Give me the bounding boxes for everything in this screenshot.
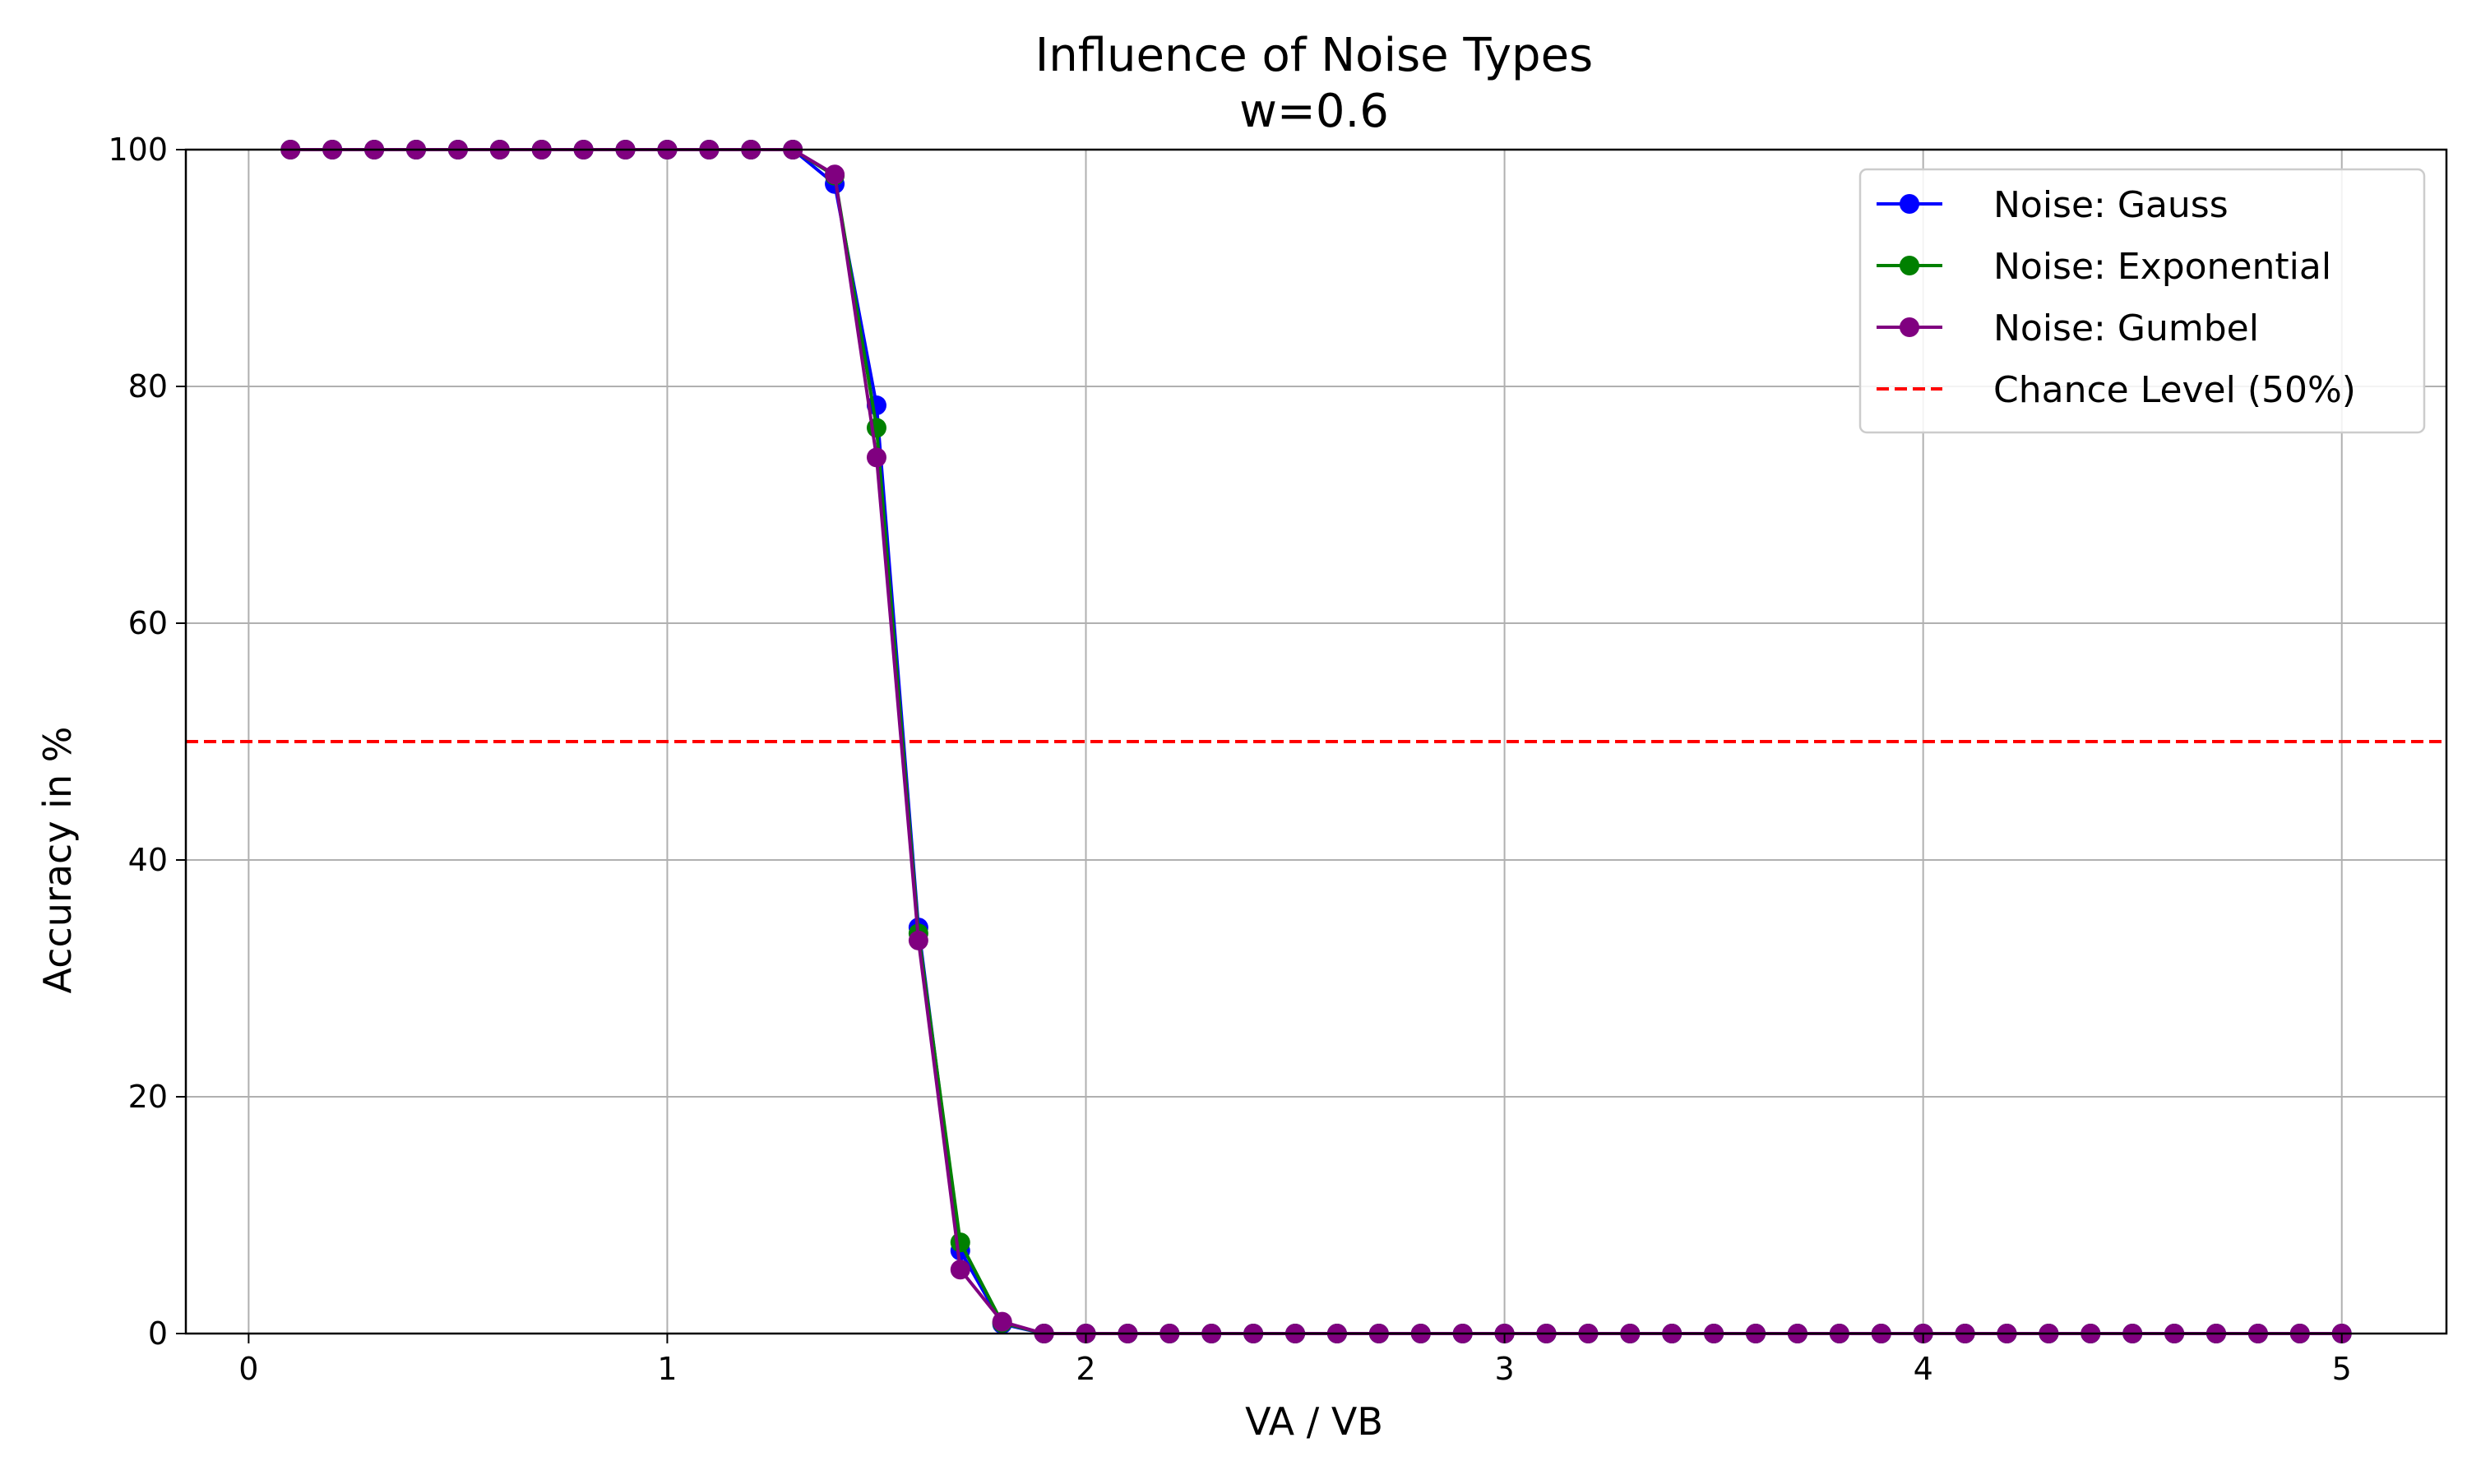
x-tick-label: 0	[238, 1351, 258, 1387]
legend-label: Noise: Gauss	[1993, 184, 2229, 226]
legend-label: Noise: Gumbel	[1993, 307, 2259, 349]
legend-label: Chance Level (50%)	[1993, 369, 2356, 411]
x-tick-label: 3	[1494, 1351, 1514, 1387]
y-tick-label: 80	[128, 368, 168, 405]
x-tick-label: 5	[2332, 1351, 2352, 1387]
data-point	[825, 164, 845, 185]
x-tick-label: 4	[1914, 1351, 1933, 1387]
legend-entry: Noise: Exponential	[1877, 246, 2331, 288]
x-axis-label: VA / VB	[1245, 1399, 1383, 1444]
y-axis-ticks: 0 20 40 60 80 100	[108, 132, 186, 1352]
chart-subtitle: w=0.6	[1239, 85, 1389, 138]
data-point	[908, 930, 928, 950]
y-tick-label: 0	[148, 1315, 168, 1352]
data-point	[950, 1260, 970, 1280]
legend-marker	[1900, 317, 1919, 337]
legend-marker	[1900, 194, 1919, 214]
legend-marker	[1900, 256, 1919, 275]
y-tick-label: 20	[128, 1079, 168, 1115]
y-tick-label: 100	[108, 132, 168, 168]
chart-title: Influence of Noise Types	[1035, 29, 1593, 82]
y-tick-label: 60	[128, 605, 168, 641]
legend-box	[1858, 168, 2426, 434]
y-tick-label: 40	[128, 842, 168, 878]
legend-entry: Noise: Gumbel	[1877, 307, 2259, 349]
legend-entry: Noise: Gauss	[1877, 184, 2229, 226]
plot-frame	[184, 148, 2448, 1335]
data-point	[950, 1232, 970, 1253]
x-axis-ticks: 0 1 2 3 4 5	[238, 1334, 2352, 1387]
data-point	[992, 1311, 1012, 1332]
y-axis-label: Accuracy in %	[35, 727, 80, 994]
legend-label: Noise: Exponential	[1993, 246, 2331, 288]
data-point	[866, 447, 886, 468]
x-tick-label: 1	[657, 1351, 677, 1387]
x-tick-label: 2	[1076, 1351, 1095, 1387]
legend-entry: Chance Level (50%)	[1877, 369, 2356, 411]
legend: Noise: Gauss Noise: Exponential Noise: Gum…	[1858, 168, 2426, 434]
